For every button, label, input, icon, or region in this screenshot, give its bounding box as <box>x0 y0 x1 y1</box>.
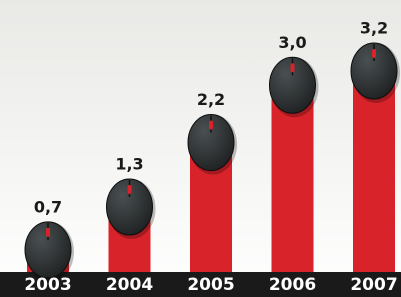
mouse-wheel <box>291 63 295 72</box>
chart: 0,7 2003 1,3 2004 2,2 2005 3,0 2006 3,2 2007 <box>0 0 401 297</box>
value-label: 1,3 <box>115 154 143 173</box>
value-label: 3,2 <box>360 18 388 37</box>
x-tick-label: 2007 <box>350 275 397 295</box>
x-tick-label: 2005 <box>187 275 234 295</box>
mouse-wheel <box>46 228 50 237</box>
x-tick-label: 2004 <box>106 275 153 295</box>
x-tick-label: 2006 <box>269 275 316 295</box>
mouse-wheel <box>128 185 132 194</box>
mouse-wheel <box>372 49 376 58</box>
mouse-wheel <box>209 121 213 130</box>
value-label: 0,7 <box>34 197 62 216</box>
value-label: 3,0 <box>278 33 306 52</box>
value-label: 2,2 <box>197 90 225 109</box>
x-tick-label: 2003 <box>24 275 71 295</box>
